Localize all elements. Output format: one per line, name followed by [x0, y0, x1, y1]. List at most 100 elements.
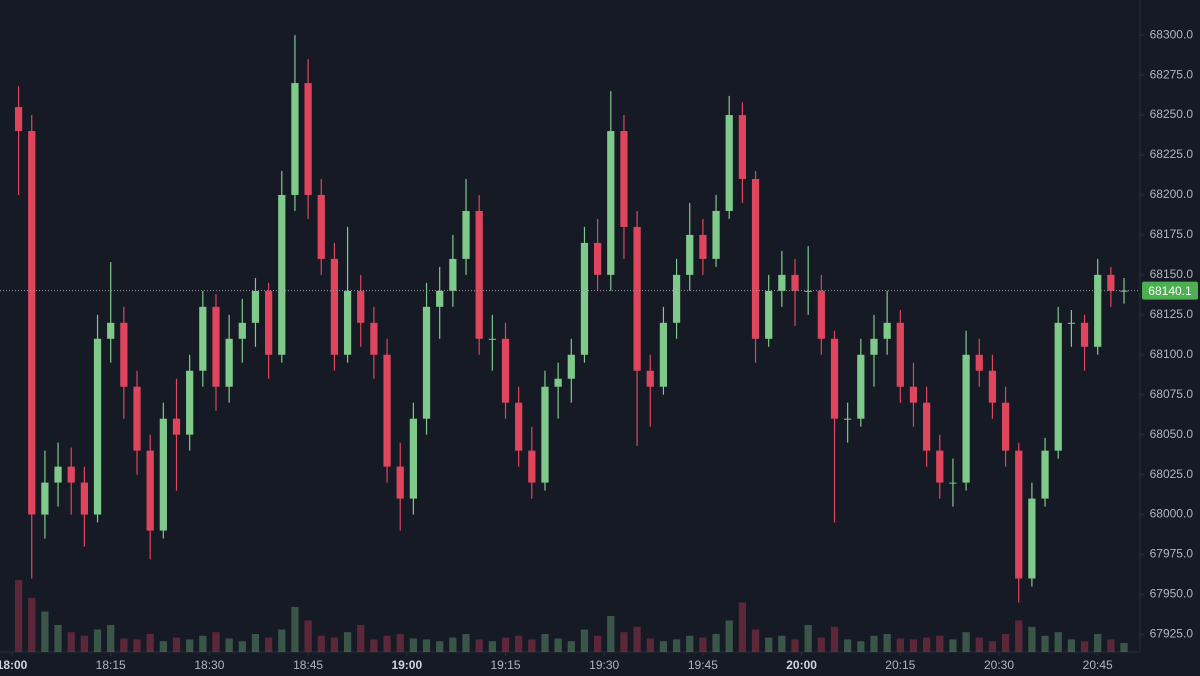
volume-bar [1107, 639, 1115, 652]
volume-bar [541, 634, 549, 652]
volume-bar [212, 632, 220, 652]
candle-body [357, 290, 365, 323]
candle-body [725, 115, 733, 211]
volume-bar [238, 641, 246, 652]
y-tick-label: 68250.0 [1150, 107, 1194, 121]
candle-body [1080, 322, 1089, 347]
volume-bar [896, 638, 904, 652]
volume-bar [330, 637, 339, 652]
candle-body [462, 210, 470, 259]
candle-body [28, 131, 36, 515]
volume-bar [830, 626, 839, 652]
volume-bar [1120, 643, 1128, 652]
volume-bar [988, 641, 997, 652]
candle-body [383, 354, 391, 467]
candle-body [343, 290, 352, 355]
y-tick-label: 68025.0 [1150, 467, 1194, 481]
volume-bar [962, 632, 970, 652]
x-tick-label: 20:30 [984, 658, 1014, 672]
candle-body [67, 466, 75, 483]
y-tick-label: 68150.0 [1150, 267, 1194, 281]
candle-body [672, 274, 681, 323]
volume-bar [1054, 632, 1062, 652]
candle-body [949, 482, 957, 484]
candle-body [54, 466, 62, 483]
candle-body [936, 450, 944, 483]
volume-bar [146, 634, 154, 652]
candle-body [791, 274, 799, 291]
candle-body [14, 107, 23, 132]
candle-body [409, 418, 417, 499]
candle-body [1094, 274, 1102, 347]
volume-bar [620, 632, 628, 652]
volume-bar [383, 635, 391, 652]
volume-bar [317, 635, 325, 652]
volume-bar [765, 637, 773, 652]
candle-body [751, 178, 760, 339]
candle-body [265, 290, 273, 355]
volume-bar [1028, 626, 1036, 652]
volume-bar [54, 625, 62, 652]
volume-bar [580, 629, 589, 652]
candle-body [396, 466, 404, 499]
candle-body [238, 322, 246, 339]
volume-bar [633, 626, 641, 652]
x-tick-label: 19:00 [391, 658, 422, 672]
candle-body [251, 290, 260, 323]
candle-body [857, 354, 865, 419]
volume-bar [462, 634, 470, 652]
candle-body [212, 306, 220, 387]
x-tick-label: 18:00 [0, 658, 28, 672]
candle-body [712, 210, 720, 259]
candle-body [1054, 322, 1062, 451]
candle-body [1041, 450, 1049, 499]
candle-body [988, 370, 997, 403]
volume-bar [949, 639, 957, 652]
candle-body [765, 290, 773, 339]
volume-bar [409, 638, 417, 652]
candle-body [1120, 290, 1128, 292]
volume-bar [343, 632, 352, 652]
candle-body [844, 418, 852, 420]
x-tick-label: 19:45 [688, 658, 718, 672]
x-tick-label: 18:30 [194, 658, 224, 672]
y-tick-label: 68125.0 [1150, 307, 1194, 321]
volume-bar [396, 634, 404, 652]
candle-body [370, 322, 378, 355]
volume-bar [278, 629, 286, 652]
x-tick-label: 18:45 [293, 658, 323, 672]
volume-bar [699, 637, 707, 652]
candle-body [1067, 322, 1075, 324]
y-tick-label: 68075.0 [1150, 387, 1194, 401]
candle-body [436, 290, 444, 307]
y-tick-label: 67925.0 [1150, 627, 1194, 641]
volume-bar [93, 629, 102, 652]
volume-bar [436, 641, 444, 652]
candle-body [501, 338, 510, 403]
volume-bar [1080, 641, 1089, 652]
volume-bar [528, 639, 536, 652]
candle-body [1028, 498, 1036, 579]
candle-body [580, 242, 589, 355]
volume-bar [554, 638, 562, 652]
volume-bar [1015, 620, 1023, 652]
volume-bar [844, 639, 852, 652]
volume-bar [357, 625, 365, 652]
volume-bar [501, 637, 510, 652]
volume-bar [370, 639, 378, 652]
volume-bar [567, 641, 575, 652]
candle-body [620, 131, 628, 227]
volume-bar [515, 635, 523, 652]
y-tick-label: 67950.0 [1150, 587, 1194, 601]
candle-body [909, 386, 918, 403]
volume-bar [923, 637, 931, 652]
y-tick-label: 68275.0 [1150, 67, 1194, 81]
volume-bar [1094, 634, 1102, 652]
candle-body [449, 258, 457, 291]
volume-bar [422, 639, 431, 652]
candle-body [1015, 450, 1023, 579]
volume-bar [304, 620, 312, 652]
volume-bar [41, 611, 49, 652]
volume-bar [672, 639, 681, 652]
y-tick-label: 68100.0 [1150, 347, 1194, 361]
